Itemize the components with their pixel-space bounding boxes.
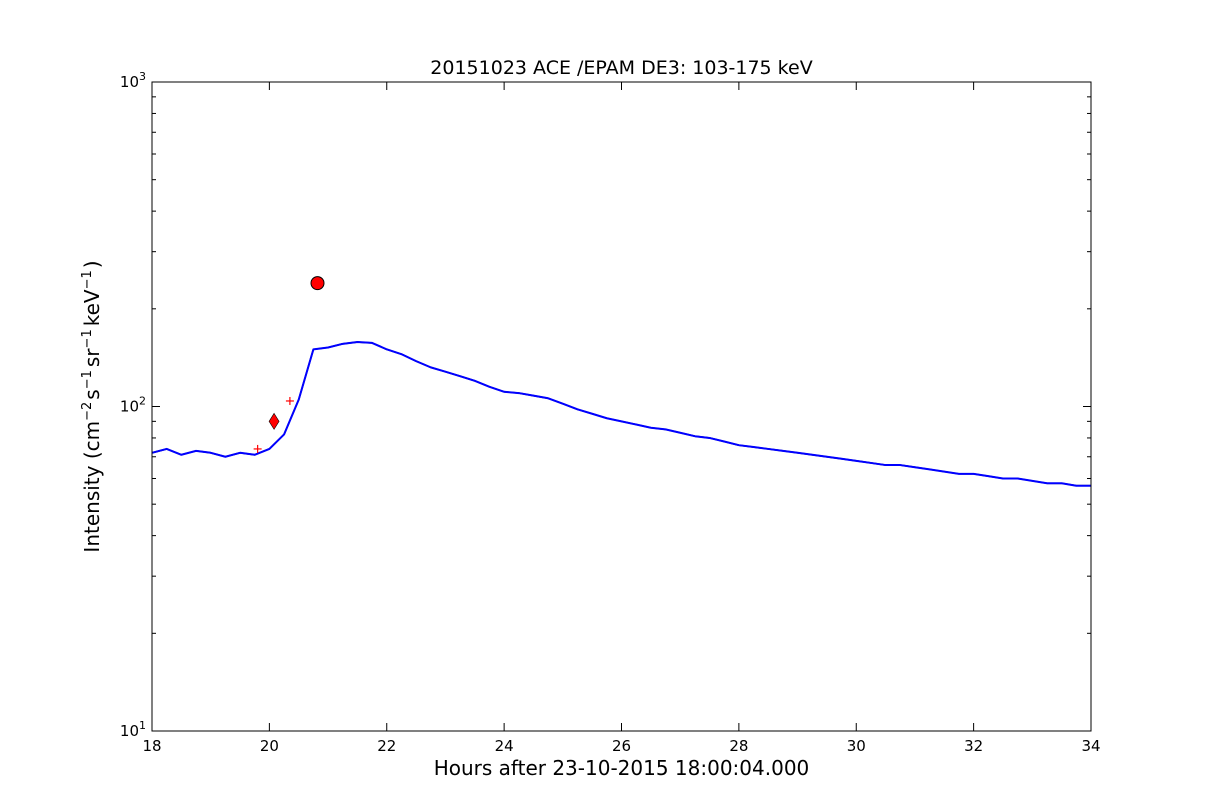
- x-tick-label: 28: [729, 737, 748, 755]
- event-marker-2: [253, 444, 262, 453]
- event-marker-3: [285, 396, 294, 405]
- x-tick-label: 22: [377, 737, 396, 755]
- x-tick-label: 26: [612, 737, 631, 755]
- x-axis-label: Hours after 23-10-2015 18:00:04.000: [434, 756, 810, 780]
- peak-marker: [310, 276, 325, 291]
- x-tick-label: 18: [142, 737, 161, 755]
- axis-ticks: 18 20 22 24 26 28 30 32 34 101 102 103: [120, 70, 1101, 755]
- y-axis-label: Intensity (cm−2s−1sr−1keV−1): [80, 260, 104, 552]
- x-tick-label: 24: [495, 737, 514, 755]
- x-tick-label: 34: [1081, 737, 1100, 755]
- chart-title: 20151023 ACE /EPAM DE3: 103-175 keV: [430, 57, 812, 79]
- smoothed-intensity-line: [151, 341, 1091, 487]
- y-tick-label: 102: [120, 395, 146, 416]
- x-tick-label: 20: [260, 737, 279, 755]
- y-tick-label: 101: [120, 719, 146, 740]
- x-tick-label: 30: [847, 737, 866, 755]
- x-tick-label: 32: [964, 737, 983, 755]
- onset-marker: [268, 412, 280, 430]
- plot-area: [151, 276, 1091, 487]
- y-tick-label: 103: [120, 70, 146, 91]
